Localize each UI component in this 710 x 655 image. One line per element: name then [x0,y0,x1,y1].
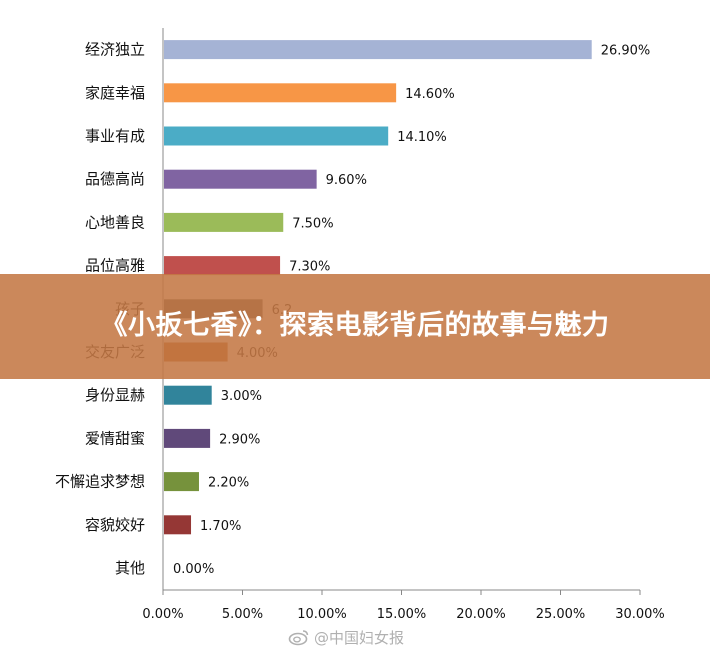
category-label: 不懈追求梦想 [55,473,145,491]
bar-5 [164,256,281,276]
x-tick-label: 10.00% [297,607,347,622]
watermark-text: @中国妇女报 [314,628,405,647]
category-label: 经济独立 [85,41,145,59]
category-label: 心地善良 [85,213,145,231]
value-label: 0.00% [173,562,214,577]
category-label: 家庭幸福 [85,84,145,102]
value-label: 3.00% [221,389,262,404]
watermark: @中国妇女报 [288,625,404,649]
value-label: 9.60% [326,173,367,188]
x-axis-ticks: 0.00% 5.00% 10.00% 15.00% 20.00% 25.00% 30.00% [142,590,665,622]
category-label: 其他 [115,559,145,577]
bar-0 [164,40,592,60]
bar-9 [164,428,211,448]
value-label: 14.10% [397,130,447,145]
x-tick-label: 15.00% [377,607,427,622]
value-label: 1.70% [200,519,241,534]
value-label: 7.50% [292,216,333,231]
value-label: 7.30% [289,260,330,275]
bar-10 [164,472,199,492]
category-label: 容貌姣好 [85,516,145,534]
category-label: 品位高雅 [85,257,145,275]
category-label: 事业有成 [85,127,145,145]
bar-11 [164,515,192,535]
bar-4 [164,212,284,232]
value-labels: 26.90%14.60%14.10%9.60%7.50%7.30%6.24.00… [173,44,650,577]
weibo-icon [288,630,309,646]
value-label: 14.60% [405,87,455,102]
bar-3 [164,169,317,189]
x-tick-label: 5.00% [222,607,263,622]
x-tick-label: 25.00% [536,607,586,622]
bar-1 [164,83,397,103]
category-label: 身份显赫 [85,386,145,404]
x-tick-label: 30.00% [615,607,665,622]
value-label: 2.20% [208,476,249,491]
title-banner: 《小扳七香》：探索电影背后的故事与魅力 [0,274,710,379]
value-label: 26.90% [601,44,651,59]
bar-8 [164,385,212,405]
x-tick-label: 20.00% [456,607,506,622]
bar-2 [164,126,389,146]
category-label: 爱情甜蜜 [85,429,145,447]
banner-title: 《小扳七香》：探索电影背后的故事与魅力 [100,310,610,342]
category-label: 品德高尚 [85,170,145,188]
value-label: 2.90% [219,432,260,447]
x-tick-label: 0.00% [142,607,183,622]
